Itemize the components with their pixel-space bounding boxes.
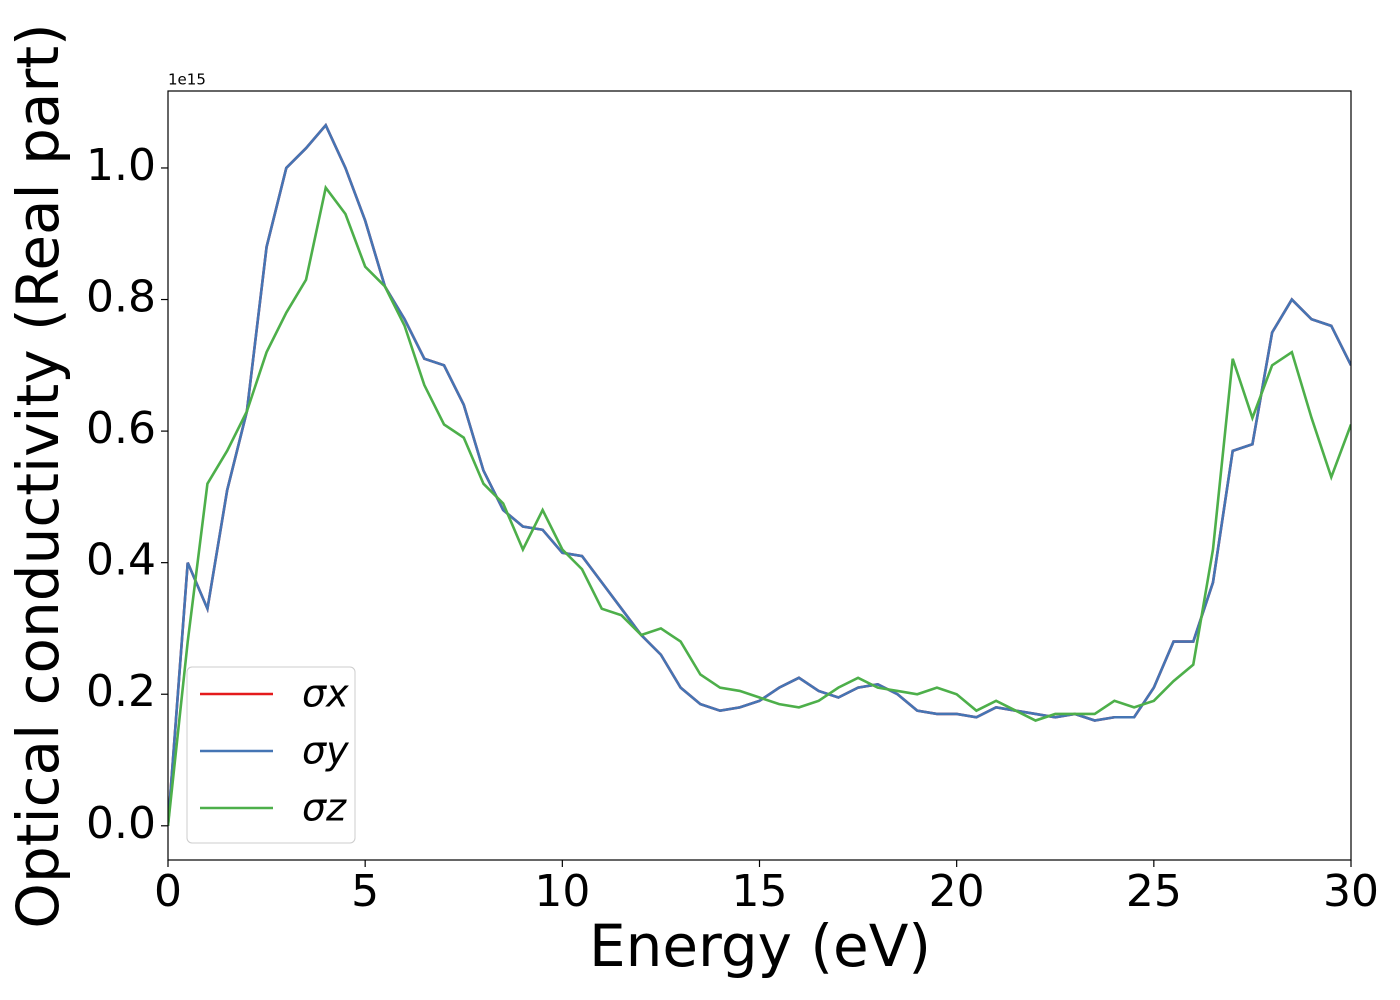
y-tick-label: 0.0 <box>86 798 156 849</box>
y-tick-label: 0.6 <box>86 403 156 454</box>
x-tick-label: 0 <box>154 866 182 917</box>
y-axis-label: Optical conductivity (Real part) <box>4 23 72 928</box>
x-tick-label: 30 <box>1323 866 1379 917</box>
x-tick-label: 15 <box>732 866 788 917</box>
legend-label: σy <box>302 729 349 773</box>
legend-label: σz <box>302 786 347 830</box>
y-tick-label: 0.2 <box>86 666 156 717</box>
y-tick-label: 1.0 <box>86 140 156 191</box>
legend: σx σy σz <box>186 666 356 844</box>
y-tick-label: 0.4 <box>86 535 156 586</box>
x-tick-label: 10 <box>534 866 590 917</box>
plot-frame <box>167 90 1352 861</box>
legend-box <box>186 666 356 844</box>
series-line <box>168 184 1351 826</box>
x-tick-label: 5 <box>351 866 379 917</box>
x-tick-label: 25 <box>1126 866 1182 917</box>
legend-label: σx <box>302 672 349 716</box>
offset-label: 1e15 <box>168 71 206 89</box>
x-axis-label: Energy (eV) <box>589 912 931 980</box>
x-tick-label: 20 <box>929 866 985 917</box>
series-line <box>168 122 1351 826</box>
y-tick-label: 0.8 <box>86 272 156 323</box>
